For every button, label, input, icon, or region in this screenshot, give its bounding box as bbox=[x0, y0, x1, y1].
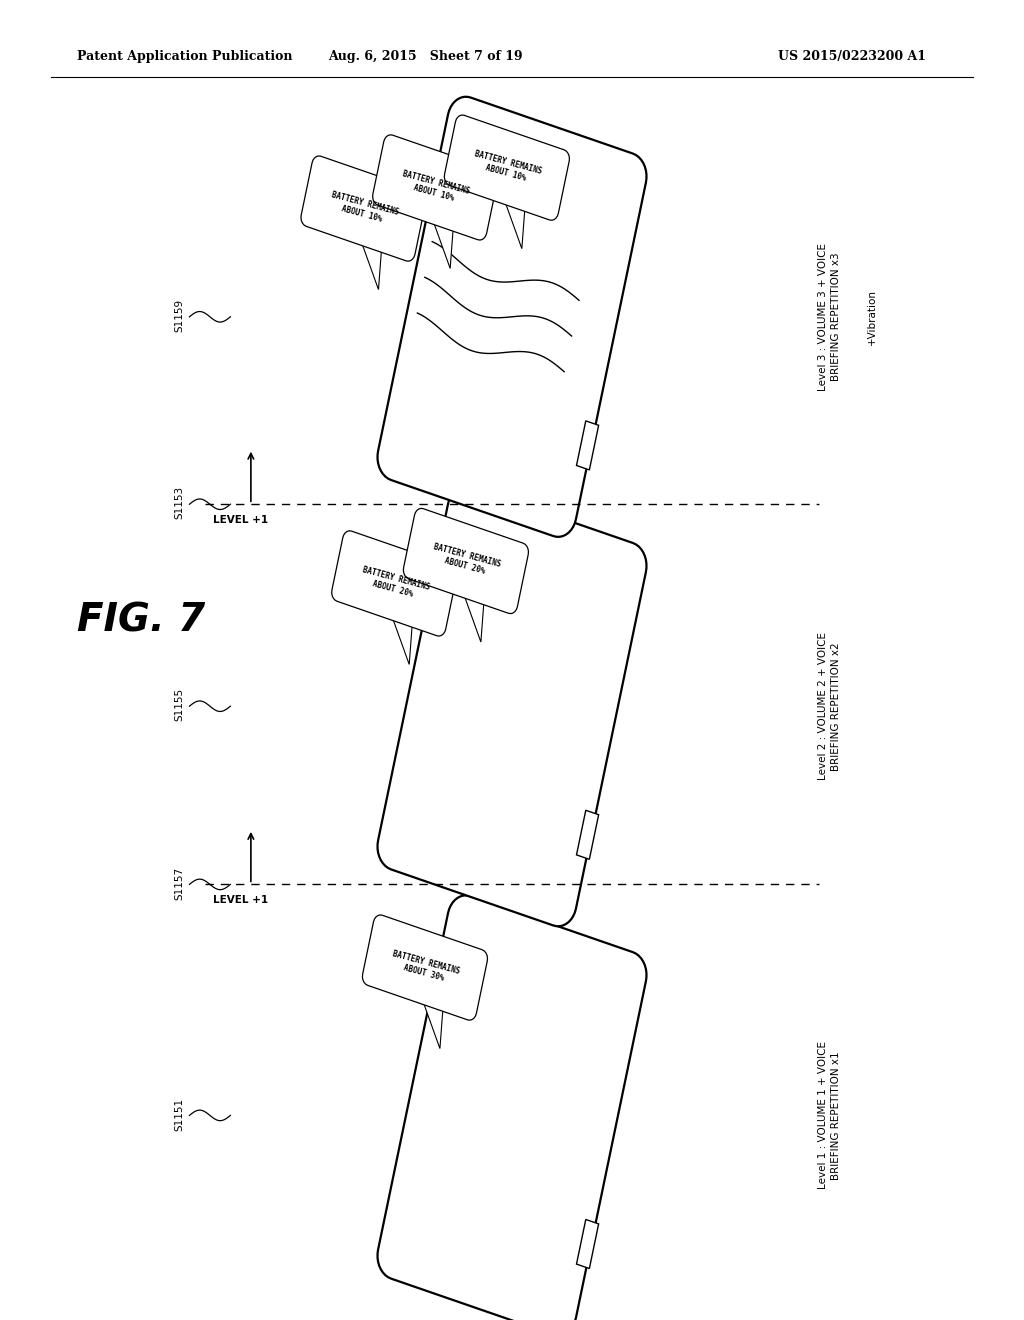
Polygon shape bbox=[362, 915, 487, 1020]
Text: Level 1 : VOLUME 1 + VOICE
BRIEFING REPETITION x1: Level 1 : VOLUME 1 + VOICE BRIEFING REPE… bbox=[818, 1041, 841, 1189]
Polygon shape bbox=[378, 486, 646, 927]
Text: Level 3 : VOLUME 3 + VOICE
BRIEFING REPETITION x3: Level 3 : VOLUME 3 + VOICE BRIEFING REPE… bbox=[818, 243, 841, 391]
Text: BATTERY REMAINS
ABOUT 20%: BATTERY REMAINS ABOUT 20% bbox=[358, 565, 430, 602]
Text: Level 2 : VOLUME 2 + VOICE
BRIEFING REPETITION x2: Level 2 : VOLUME 2 + VOICE BRIEFING REPE… bbox=[818, 632, 841, 780]
Polygon shape bbox=[444, 115, 569, 220]
Polygon shape bbox=[433, 222, 454, 268]
Text: S1157: S1157 bbox=[174, 866, 184, 900]
Polygon shape bbox=[301, 156, 426, 261]
Polygon shape bbox=[332, 531, 457, 636]
Polygon shape bbox=[577, 810, 599, 859]
Polygon shape bbox=[378, 895, 646, 1320]
Text: BATTERY REMAINS
ABOUT 10%: BATTERY REMAINS ABOUT 10% bbox=[328, 190, 399, 227]
Polygon shape bbox=[423, 1002, 443, 1048]
Text: Patent Application Publication: Patent Application Publication bbox=[77, 50, 292, 63]
Polygon shape bbox=[361, 243, 382, 289]
Text: +Vibration: +Vibration bbox=[867, 289, 878, 345]
Text: S1155: S1155 bbox=[174, 688, 184, 722]
Polygon shape bbox=[464, 595, 484, 642]
Text: S1159: S1159 bbox=[174, 298, 184, 333]
Polygon shape bbox=[577, 421, 599, 470]
Text: BATTERY REMAINS
ABOUT 30%: BATTERY REMAINS ABOUT 30% bbox=[389, 949, 461, 986]
Text: LEVEL +1: LEVEL +1 bbox=[213, 895, 268, 906]
Polygon shape bbox=[373, 135, 498, 240]
Text: BATTERY REMAINS
ABOUT 20%: BATTERY REMAINS ABOUT 20% bbox=[430, 543, 502, 579]
Polygon shape bbox=[505, 202, 525, 248]
Polygon shape bbox=[378, 96, 646, 537]
Text: Aug. 6, 2015   Sheet 7 of 19: Aug. 6, 2015 Sheet 7 of 19 bbox=[328, 50, 522, 63]
Text: BATTERY REMAINS
ABOUT 10%: BATTERY REMAINS ABOUT 10% bbox=[471, 149, 543, 186]
Text: S1151: S1151 bbox=[174, 1097, 184, 1131]
Text: S1153: S1153 bbox=[174, 486, 184, 520]
Text: US 2015/0223200 A1: US 2015/0223200 A1 bbox=[778, 50, 927, 63]
Text: LEVEL +1: LEVEL +1 bbox=[213, 515, 268, 525]
Text: FIG. 7: FIG. 7 bbox=[77, 602, 205, 639]
Polygon shape bbox=[403, 508, 528, 614]
Polygon shape bbox=[577, 1220, 599, 1269]
Text: BATTERY REMAINS
ABOUT 10%: BATTERY REMAINS ABOUT 10% bbox=[399, 169, 471, 206]
Polygon shape bbox=[392, 618, 413, 664]
